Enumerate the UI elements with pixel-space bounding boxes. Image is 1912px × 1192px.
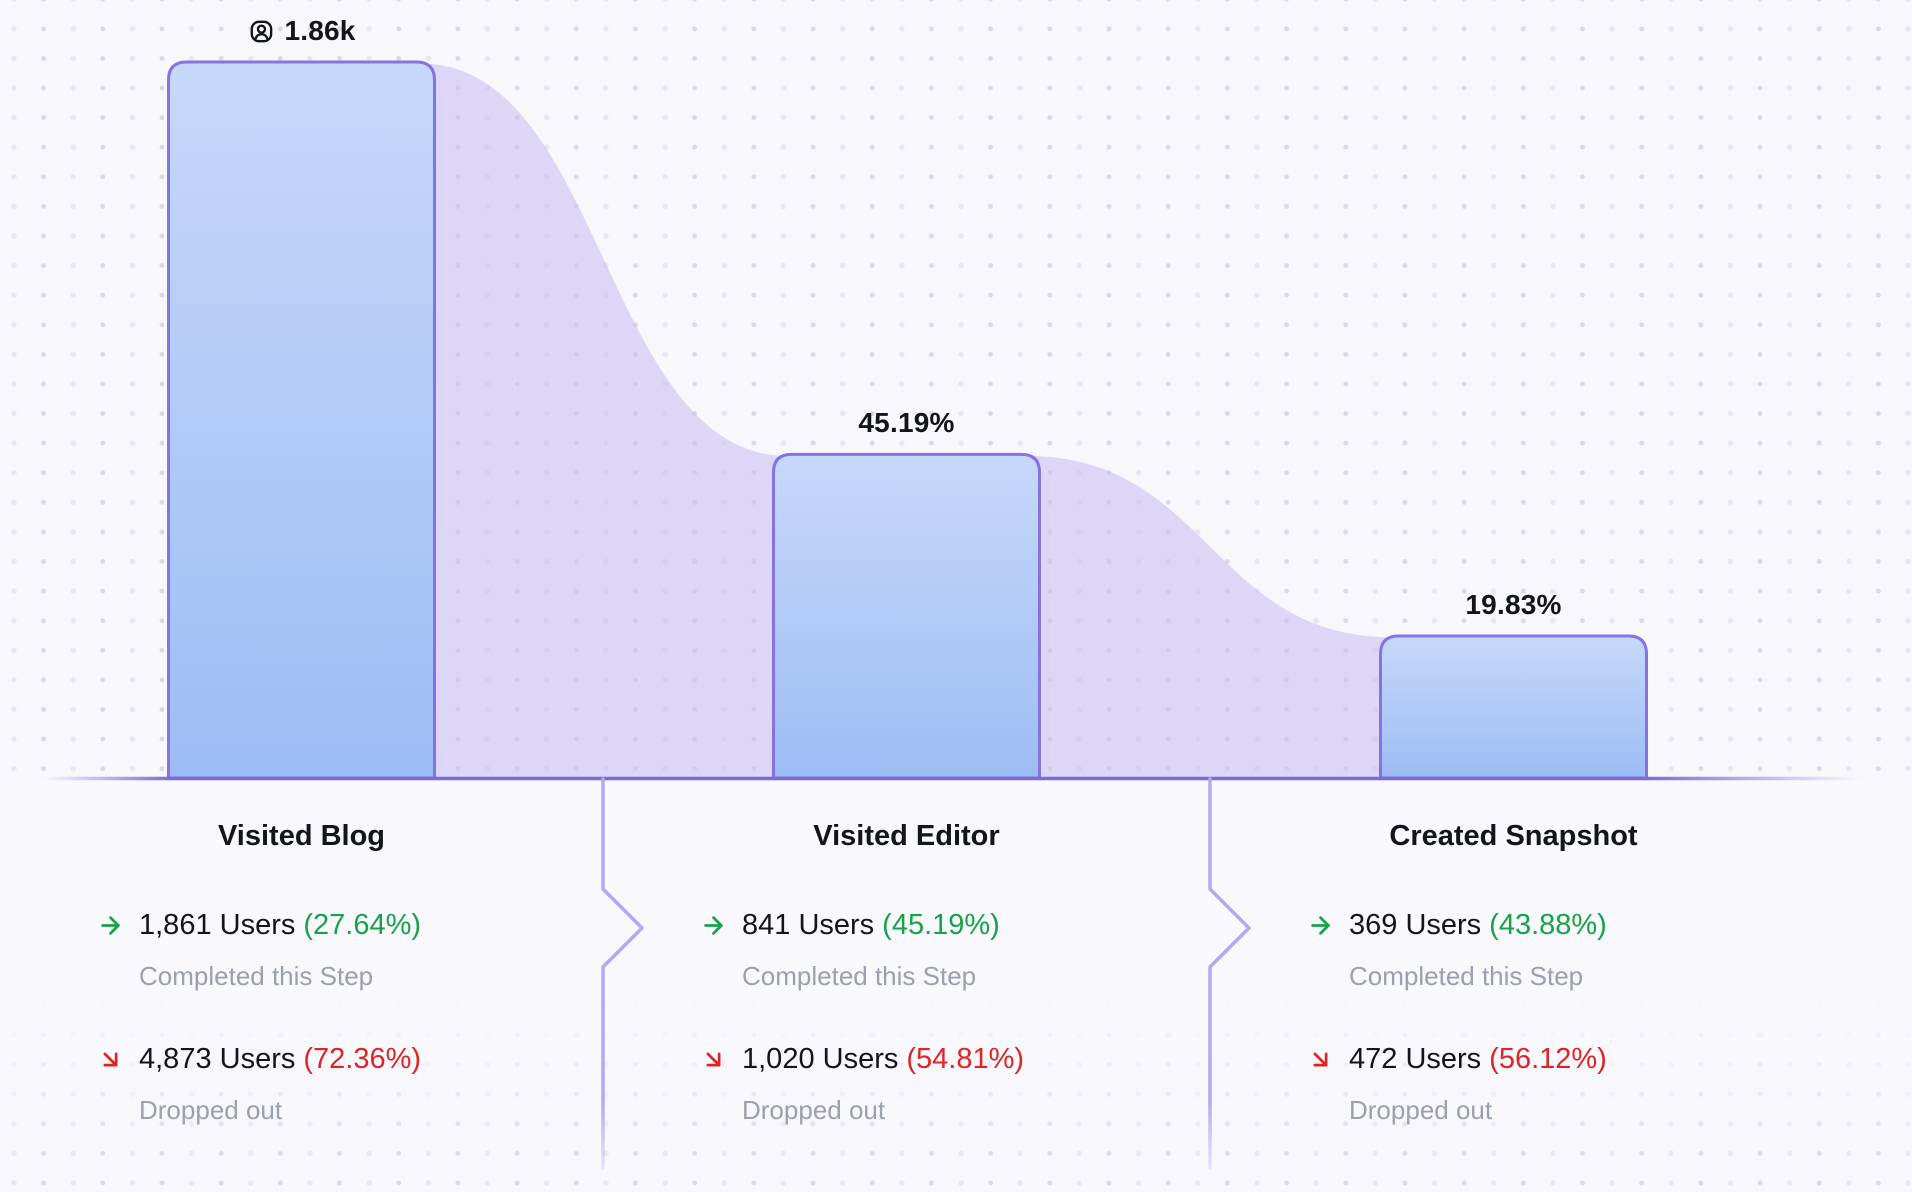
steps-stats: Visited Blog 1,861 Users (27.64%) Complet… <box>0 779 1817 1192</box>
dropped-users: 472 Users <box>1349 1042 1482 1075</box>
completed-stat-text: 1,861 Users (27.64%) <box>139 909 421 942</box>
arrow-down-right-icon <box>706 1052 721 1066</box>
completed-users: 1,861 Users <box>139 908 296 941</box>
bar-value-label-1: 1.86k <box>247 15 355 47</box>
step-divider-chevron <box>601 777 644 1170</box>
bar-value-label-3: 19.83% <box>1465 589 1561 621</box>
completed-caption: Completed this Step <box>742 961 977 991</box>
completed-users: 369 Users <box>1349 908 1482 941</box>
dropped-stat-text: 4,873 Users (72.36%) <box>139 1043 421 1076</box>
funnel-bar[interactable] <box>167 60 436 780</box>
completed-percent: (45.19%) <box>882 908 1000 941</box>
dropped-stat: 472 Users (56.12%) <box>1210 1040 1817 1078</box>
step-title: Created Snapshot <box>1389 820 1638 852</box>
step-column-visited-editor: Visited Editor 841 Users (45.19%) Complet… <box>603 779 1210 1192</box>
completed-caption: Completed this Step <box>1349 961 1584 991</box>
dropped-users: 4,873 Users <box>139 1042 296 1075</box>
step-column-visited-blog: Visited Blog 1,861 Users (27.64%) Complet… <box>0 779 603 1192</box>
stats-background-fade <box>0 779 1912 1192</box>
bar-value-label-2: 45.19% <box>858 407 954 439</box>
dropped-users: 1,020 Users <box>742 1042 899 1075</box>
completed-caption: Completed this Step <box>139 961 374 991</box>
dropped-caption: Dropped out <box>139 1095 283 1125</box>
completed-stat: 841 Users (45.19%) <box>603 906 1210 944</box>
completed-stat: 369 Users (43.88%) <box>1210 906 1817 944</box>
dropped-stat-text: 1,020 Users (54.81%) <box>742 1043 1024 1076</box>
arrow-right-icon <box>704 915 723 935</box>
users-icon <box>250 20 272 42</box>
funnel-band <box>1025 455 1395 778</box>
dropped-stat: 1,020 Users (54.81%) <box>603 1040 1210 1078</box>
bar-value-text: 19.83% <box>1465 589 1562 621</box>
completed-stat-text: 841 Users (45.19%) <box>742 909 1000 942</box>
dropped-caption: Dropped out <box>1349 1095 1493 1125</box>
step-title: Visited Blog <box>217 820 386 852</box>
completed-stat-text: 369 Users (43.88%) <box>1349 909 1607 942</box>
completed-percent: (43.88%) <box>1489 908 1607 941</box>
arrow-right-icon <box>101 915 120 935</box>
dropped-caption: Dropped out <box>742 1095 886 1125</box>
completed-stat: 1,861 Users (27.64%) <box>0 906 603 944</box>
dropped-percent: (54.81%) <box>906 1042 1025 1075</box>
step-column-created-snapshot: Created Snapshot 369 Users (43.88%) Compl… <box>1210 779 1817 1192</box>
funnel-band <box>420 63 788 778</box>
arrow-down-right-icon <box>1313 1052 1328 1066</box>
bar-value-text: 1.86k <box>284 15 356 46</box>
arrow-down-right-icon <box>103 1052 118 1066</box>
funnel-bar[interactable] <box>772 452 1041 780</box>
step-title: Visited Editor <box>813 820 1000 852</box>
arrow-right-icon <box>1311 915 1330 935</box>
dropped-percent: (56.12%) <box>1489 1042 1607 1075</box>
completed-users: 841 Users <box>742 908 875 941</box>
step-divider-chevron <box>1208 777 1251 1170</box>
dropped-stat: 4,873 Users (72.36%) <box>0 1040 603 1078</box>
funnel-bar[interactable] <box>1379 634 1648 780</box>
dropped-percent: (72.36%) <box>303 1042 422 1075</box>
bar-value-text: 45.19% <box>858 407 955 439</box>
completed-percent: (27.64%) <box>303 908 422 941</box>
dropped-stat-text: 472 Users (56.12%) <box>1349 1043 1607 1076</box>
